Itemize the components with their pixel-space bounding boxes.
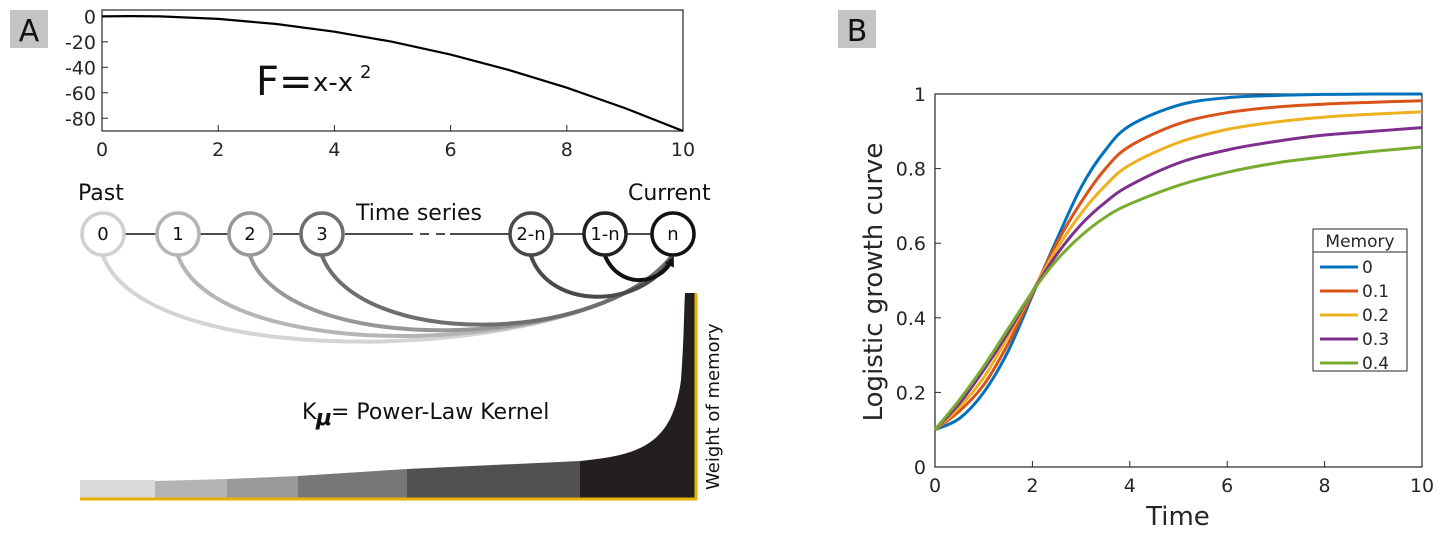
node-1-label: 1 [172,224,183,245]
logistic-ytick-label: 1 [914,84,926,106]
logistic-chart-yticks: 0 0.2 0.4 0.6 0.8 1 [896,84,941,479]
panel-a-tag [10,10,48,48]
logistic-xtick-label: 10 [1410,475,1434,497]
kernel-segment-1 [155,479,227,498]
logistic-ytick-label: 0.4 [896,308,926,330]
node-n-label: n [667,224,678,245]
logistic-xtick-label: 0 [929,475,941,497]
panel-b-tag [838,10,876,48]
logistic-chart-ylabel: Logistic growth curve [859,143,889,422]
logistic-ytick-label: 0.2 [896,382,926,404]
legend-label: 0 [1362,258,1373,278]
legend-items: 0 0.1 0.2 0.3 0.4 [1320,258,1389,374]
series-line-memory-0.3 [933,126,1423,431]
kernel-k: K [302,400,317,425]
kernel-segment-4 [407,461,580,498]
equation-lhs: F= [256,59,313,105]
node-2-label: 2 [244,224,255,245]
equation-rhs-exponent: 2 [360,62,371,83]
function-plot-yticks: 0 -20 -40 -60 -80 [65,6,108,130]
legend-title: Memory [1325,232,1394,252]
function-plot-xtick-label: 2 [212,139,224,161]
node-2-n: 2-n [508,211,554,257]
legend-title-box [1312,228,1408,253]
function-plot-ytick-label: -20 [65,32,96,54]
legend-label: 0.3 [1362,330,1389,350]
time-series-nodes: 0 1 2 3 2-n 1-n n [80,211,696,257]
panel-b-label: B [847,14,868,49]
function-plot-ytick-label: -80 [65,108,96,130]
function-plot-xtick-label: 10 [671,139,695,161]
legend-label: 0.2 [1362,306,1389,326]
kernel-segment-2 [227,476,298,498]
logistic-chart-xticks: 0 2 4 6 8 10 [929,461,1434,497]
kernel-segment-3 [298,469,407,498]
memory-arcs [101,254,674,344]
node-0: 0 [80,211,126,257]
memory-arc-1n [603,255,674,282]
weight-of-memory-label: Weight of memory [703,323,724,490]
logistic-chart-series [933,92,1423,432]
function-plot-ytick-label: -40 [65,57,96,79]
logistic-xtick-label: 6 [1221,475,1233,497]
function-plot-xtick-label: 8 [561,139,573,161]
panel-a-label: A [19,14,40,49]
node-0-label: 0 [97,224,108,245]
logistic-xtick-label: 2 [1026,475,1038,497]
series-line-memory-0.1 [934,99,1423,431]
logistic-ytick-label: 0.6 [896,233,926,255]
memory-arc-2 [248,254,674,333]
memory-arc-3 [320,254,674,327]
logistic-chart-frame [934,93,1423,468]
legend-box [1312,251,1408,372]
node-2: 2 [227,211,273,257]
series-line-memory-0 [934,92,1423,432]
node-3-label: 3 [316,224,327,245]
past-label: Past [78,181,124,206]
node-1-n-label: 1-n [590,224,619,245]
time-series-label: Time series [355,201,482,226]
logistic-xtick-label: 4 [1124,475,1136,497]
logistic-chart-xlabel: Time [1145,502,1210,529]
node-2-n-label: 2-n [516,224,545,245]
logistic-chart: 0 0.2 0.4 0.6 0.8 1 0 2 4 6 8 10 Time Logistic gro… [859,84,1434,532]
function-plot-ytick-label: -60 [65,83,96,105]
function-plot-xtick-label: 6 [445,139,457,161]
node-n: n [650,211,696,257]
kernel-description: = Power-Law Kernel [331,400,549,425]
equation-rhs-base: x-x [313,68,353,98]
function-plot-xtick-label: 0 [96,139,108,161]
legend-label: 0.4 [1362,354,1389,374]
legend: Memory 0 0.1 0.2 0.3 0.4 [1312,228,1408,374]
kernel-segment-5 [580,293,695,498]
kernel-mu: μ [315,406,332,431]
legend-label: 0.1 [1362,282,1389,302]
series-line-memory-0.2 [933,110,1423,431]
node-1: 1 [155,211,201,257]
current-label: Current [628,181,711,206]
node-1-n: 1-n [582,211,628,257]
kernel-segment-0 [80,480,155,498]
function-plot-frame [101,9,684,132]
function-plot-xticks: 0 2 4 6 8 10 [96,125,695,161]
logistic-ytick-label: 0.8 [896,159,926,181]
series-line-memory-0.4 [933,145,1423,431]
node-3: 3 [299,211,345,257]
power-law-kernel [80,293,698,501]
logistic-ytick-label: 0 [914,457,926,479]
function-plot-ytick-label: 0 [84,6,96,28]
logistic-xtick-label: 8 [1319,475,1331,497]
function-curve [101,14,684,133]
function-plot-xtick-label: 4 [328,139,340,161]
function-plot: 0 -20 -40 -60 -80 0 2 4 6 8 10 F= x-x 2 [65,6,695,161]
